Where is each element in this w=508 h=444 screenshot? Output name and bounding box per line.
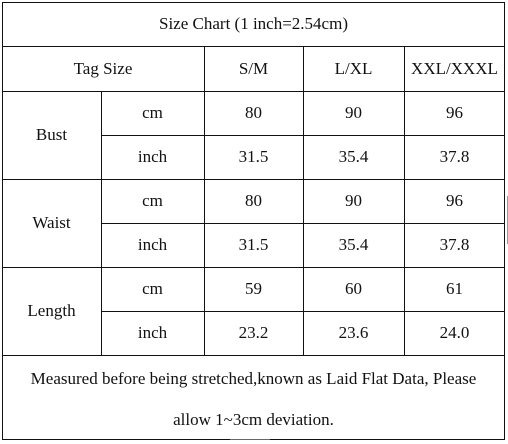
size-header-l-xl: L/XL (334, 58, 373, 78)
value-cell: 60 (345, 279, 362, 298)
tag-size-header: Tag Size (73, 58, 133, 78)
value-cell: 37.8 (439, 147, 470, 166)
column-divider (303, 46, 304, 355)
value-cell: 96 (446, 103, 463, 122)
row-label-bust: Bust (35, 125, 68, 144)
value-cell: 59 (245, 279, 262, 298)
value-cell: 80 (245, 103, 262, 122)
measurement-note-line-1: Measured before being stretched,known as… (30, 369, 477, 388)
unit-label: cm (142, 103, 163, 122)
unit-label: inch (137, 323, 168, 342)
value-cell: 80 (245, 191, 262, 210)
value-cell: 23.2 (238, 323, 269, 342)
size-header-xxl-xxxl: XXL/XXXL (411, 58, 498, 78)
column-divider (404, 46, 405, 355)
value-cell: 24.0 (439, 323, 470, 342)
size-header-s-m: S/M (238, 58, 269, 78)
value-cell: 37.8 (439, 235, 470, 254)
value-cell: 90 (345, 103, 362, 122)
row-label-length: Length (27, 301, 76, 320)
value-cell: 31.5 (238, 235, 269, 254)
bottom-divider (230, 439, 270, 440)
column-divider (204, 46, 205, 355)
value-cell: 90 (345, 191, 362, 210)
measurement-note-line-2: allow 1~3cm deviation. (173, 410, 334, 429)
value-cell: 96 (446, 191, 463, 210)
row-divider (2, 355, 505, 356)
unit-label: cm (142, 191, 163, 210)
row-label-waist: Waist (32, 213, 71, 232)
unit-label: cm (142, 279, 163, 298)
value-cell: 35.4 (338, 147, 369, 166)
row-divider (2, 267, 505, 268)
row-divider (2, 179, 505, 180)
unit-label: inch (137, 147, 168, 166)
row-divider (2, 46, 505, 47)
value-cell: 35.4 (338, 235, 369, 254)
value-cell: 31.5 (238, 147, 269, 166)
chart-title: Size Chart (1 inch=2.54cm) (159, 14, 348, 33)
unit-label: inch (137, 235, 168, 254)
column-divider (101, 91, 102, 355)
row-divider (2, 91, 505, 92)
value-cell: 61 (446, 279, 463, 298)
value-cell: 23.6 (338, 323, 369, 342)
